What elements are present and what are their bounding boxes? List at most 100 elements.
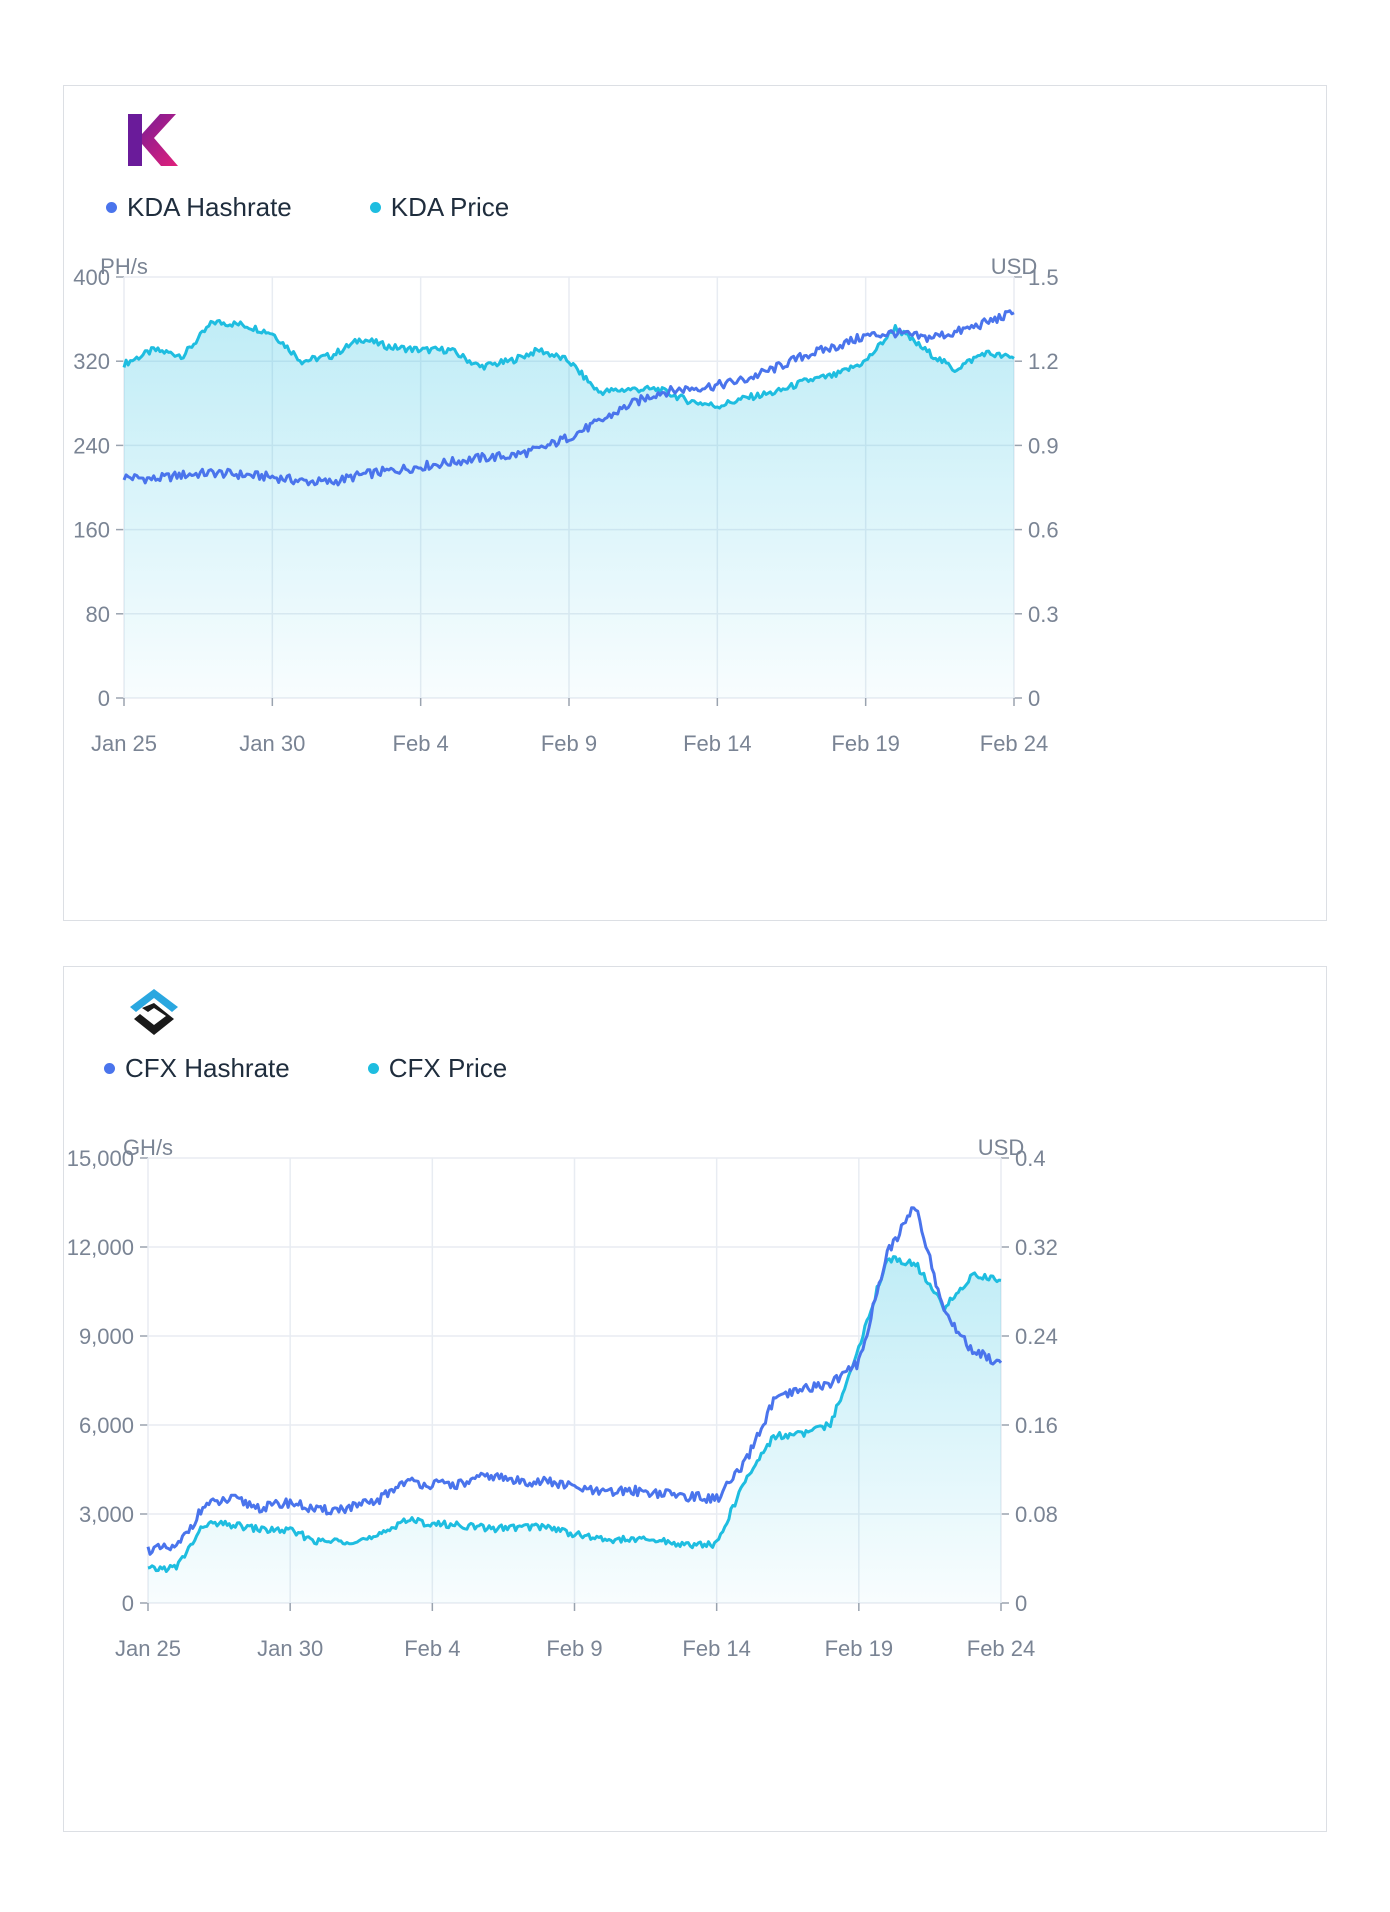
hashrate-point: [864, 334, 868, 338]
hashrate-point: [260, 1506, 264, 1510]
hashrate-point: [626, 403, 630, 407]
hashrate-point: [745, 377, 749, 381]
y-left-tick-label: 160: [73, 518, 110, 543]
hashrate-point: [345, 1506, 349, 1510]
hashrate-point: [686, 387, 690, 391]
hashrate-point: [174, 1546, 178, 1550]
price-point: [288, 1529, 292, 1533]
y-right-tick-label: 1.2: [1028, 349, 1059, 374]
x-tick-label: Feb 9: [541, 731, 597, 756]
y-right-tick-label: 0: [1015, 1591, 1027, 1616]
kadena-logo: [128, 114, 178, 166]
legend-label-cfx-hashrate: CFX Hashrate: [125, 1053, 290, 1083]
y-left-unit-label: GH/s: [123, 1135, 173, 1160]
hashrate-point: [857, 1361, 861, 1365]
price-point: [330, 354, 334, 358]
price-point: [601, 1538, 605, 1542]
hashrate-point: [374, 1500, 378, 1504]
price-point: [828, 1423, 832, 1427]
hashrate-point: [834, 345, 838, 349]
y-right-unit-label: USD: [991, 254, 1037, 279]
price-point: [686, 399, 690, 403]
hashrate-point: [330, 480, 334, 484]
price-point: [317, 1540, 321, 1544]
price-point: [715, 404, 719, 408]
kda-chart-card: 0 0 80 0.3 160 0.6 240 0.9 320 1.2 400 1.5 Jan 25 Jan…: [63, 85, 1327, 921]
hashrate-point: [288, 1500, 292, 1504]
hashrate-point: [122, 475, 126, 479]
x-tick-label: Feb 14: [682, 1636, 751, 1661]
y-right-tick-label: 0.24: [1015, 1324, 1058, 1349]
hashrate-point: [828, 1382, 832, 1386]
legend-item-cfx-hashrate[interactable]: CFX Hashrate: [104, 1053, 290, 1084]
price-point: [544, 1524, 548, 1528]
price-point: [567, 359, 571, 363]
y-left-tick-label: 80: [86, 602, 110, 627]
hashrate-point: [300, 479, 304, 483]
y-right-tick-label: 1.5: [1028, 265, 1059, 290]
hashrate-point: [953, 331, 957, 335]
hashrate-point: [146, 1548, 150, 1552]
price-point: [516, 1525, 520, 1529]
price-point: [857, 1345, 861, 1349]
x-tick-label: Jan 30: [257, 1636, 323, 1661]
legend-item-cfx-price[interactable]: CFX Price: [367, 1053, 507, 1084]
y-right-tick-label: 0.08: [1015, 1502, 1058, 1527]
hashrate-point: [573, 1485, 577, 1489]
hashrate-point: [359, 473, 363, 477]
price-point: [597, 390, 601, 394]
price-point: [359, 337, 363, 341]
price-point: [270, 331, 274, 335]
price-point: [800, 1432, 804, 1436]
price-point: [745, 396, 749, 400]
hashrate-point: [971, 1349, 975, 1353]
price-point: [260, 1528, 264, 1532]
hashrate-point: [241, 473, 245, 477]
hashrate-point: [508, 454, 512, 458]
x-tick-label: Jan 25: [91, 731, 157, 756]
y-right-tick-label: 0.9: [1028, 433, 1059, 458]
hashrate-point: [181, 473, 185, 477]
hashrate-point: [743, 1462, 747, 1466]
x-tick-label: Feb 9: [546, 1636, 602, 1661]
hashrate-point: [597, 420, 601, 424]
hashrate-line: [146, 1206, 1003, 1556]
y-right-tick-label: 0: [1028, 686, 1040, 711]
price-point: [923, 348, 927, 352]
price-point: [300, 359, 304, 363]
price-point: [953, 368, 957, 372]
price-point: [914, 1262, 918, 1266]
cfx-chart-card: 0 0 3,000 0.08 6,000 0.16 9,000 0.24 12,000 0.32 1…: [63, 966, 1327, 1832]
hashrate-point: [419, 464, 423, 468]
price-area: [124, 320, 1014, 698]
legend-item-kda-hashrate[interactable]: KDA Hashrate: [106, 192, 292, 223]
y-left-tick-label: 9,000: [79, 1324, 134, 1349]
legend-item-kda-price[interactable]: KDA Price: [369, 192, 509, 223]
hashrate-point: [999, 1361, 1003, 1365]
price-point: [152, 348, 156, 352]
price-point: [656, 387, 660, 391]
hashrate-point: [923, 336, 927, 340]
price-line: [122, 319, 1015, 410]
price-point: [345, 1539, 349, 1543]
price-point: [174, 1565, 178, 1569]
price-point: [804, 379, 808, 383]
hashrate-point: [487, 1473, 491, 1477]
hashrate-point: [459, 1482, 463, 1486]
y-right-tick-label: 0.3: [1028, 602, 1059, 627]
hashrate-point: [430, 1482, 434, 1486]
x-tick-label: Feb 24: [967, 1636, 1036, 1661]
hashrate-point: [775, 366, 779, 370]
hashrate-point: [270, 475, 274, 479]
hashrate-point: [231, 1497, 235, 1501]
price-point: [459, 1523, 463, 1527]
x-tick-label: Feb 14: [683, 731, 752, 756]
hashrate-point: [448, 460, 452, 464]
hashrate-point: [686, 1494, 690, 1498]
x-tick-label: Feb 19: [831, 731, 900, 756]
price-point: [775, 390, 779, 394]
x-tick-label: Feb 4: [404, 1636, 460, 1661]
price-line: [147, 1255, 1002, 1573]
price-point: [389, 345, 393, 349]
hashrate-point: [601, 1491, 605, 1495]
